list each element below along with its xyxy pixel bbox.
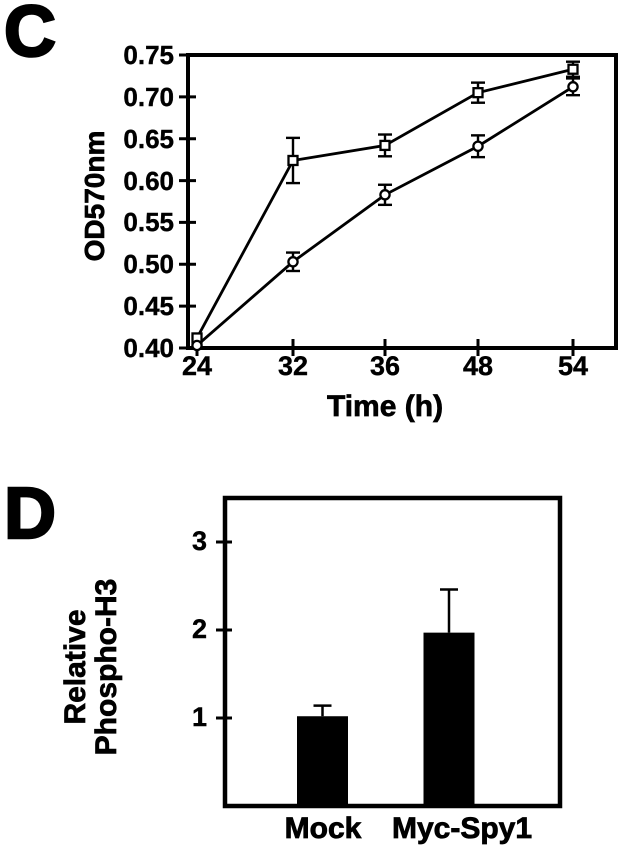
bar-mock <box>297 716 348 806</box>
bar-myc-spy1 <box>423 632 475 806</box>
bar-chart-category-label: Myc-Spy1 <box>391 812 533 845</box>
bar-chart-y-tick-label: 2 <box>191 614 207 644</box>
line-chart-y-tick-label: 0.50 <box>123 249 174 280</box>
circle-marker <box>379 189 391 201</box>
square-marker <box>379 139 391 152</box>
square-marker <box>472 87 484 99</box>
circle-marker <box>191 339 203 352</box>
line-chart-x-tick-label: 24 <box>181 351 213 381</box>
line-chart-x-tick-label: 36 <box>369 351 401 381</box>
line-chart-y-tick-label: 0.70 <box>123 81 174 112</box>
bar-chart-plot-box <box>222 495 563 809</box>
line-chart-y-tick-label: 0.45 <box>123 291 174 322</box>
circle-marker <box>567 81 579 93</box>
line-chart-y-tick-label: 0.75 <box>123 40 174 70</box>
bar-chart-y-tick-label: 1 <box>191 702 207 732</box>
panel-d-letter: D <box>3 474 58 554</box>
square-marker <box>567 63 579 75</box>
panel-c-letter: C <box>3 0 58 72</box>
line-chart-y-tick-label: 0.65 <box>123 123 174 154</box>
line-chart-x-tick-label: 54 <box>557 351 589 381</box>
line-chart-y-tick-label: 0.60 <box>123 165 174 196</box>
bar-chart-category-label: Mock <box>284 812 362 845</box>
line-chart-y-tick-label: 0.40 <box>123 333 174 363</box>
bar-chart-y-tick-label: 3 <box>191 526 207 556</box>
line-chart-x-tick-label: 48 <box>462 351 494 381</box>
circle-marker <box>287 256 299 268</box>
line-chart-x-tick-label: 32 <box>277 351 309 381</box>
line-chart-y-tick-label: 0.55 <box>123 207 174 238</box>
square-marker <box>287 154 299 167</box>
line-chart-plot-box <box>186 53 618 350</box>
line-chart-x-axis-label: Time (h) <box>326 390 444 424</box>
circle-marker <box>472 140 484 152</box>
open-circle-series-line <box>196 85 574 347</box>
